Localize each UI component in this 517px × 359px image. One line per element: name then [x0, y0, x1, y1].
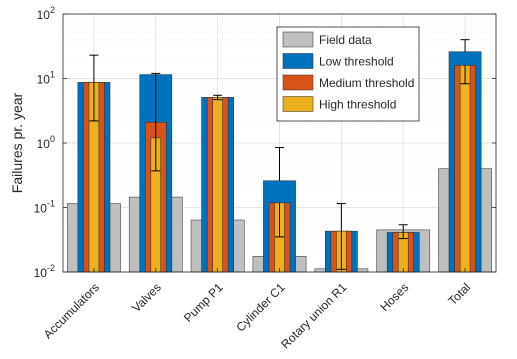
x-tick-label: Accumulators	[41, 280, 102, 341]
x-tick-label: Cylinder C1	[233, 280, 287, 334]
x-tick-label: Rotary union R1	[278, 280, 349, 351]
bar-high-threshold	[212, 97, 223, 273]
legend-swatch	[282, 53, 314, 69]
error-bars	[89, 39, 470, 270]
legend-swatch	[282, 96, 314, 112]
y-tick-label: 102	[37, 5, 55, 22]
x-tick-label: Pump P1	[181, 280, 226, 325]
bar-high-threshold	[459, 65, 471, 273]
y-tick-label: 10-1	[34, 199, 55, 216]
y-axis-label: Failures pr. year	[9, 92, 25, 193]
legend-label: Low threshold	[319, 55, 394, 69]
y-tick-label: 101	[37, 70, 55, 87]
legend-swatch	[282, 31, 314, 48]
x-tick-label: Hoses	[377, 280, 411, 314]
bars	[67, 51, 492, 273]
legend-swatch	[282, 74, 314, 91]
legend: Field data Low threshold Medium threshold H…	[276, 26, 420, 122]
legend-label: Field data	[319, 33, 372, 47]
y-tick-label: 100	[37, 134, 55, 151]
legend-label: Medium threshold	[319, 76, 414, 90]
x-tick-label: Total	[445, 280, 473, 308]
legend-label: High threshold	[319, 98, 396, 112]
y-tick-label: 10-2	[34, 263, 55, 280]
x-tick-label: Valves	[129, 280, 164, 315]
